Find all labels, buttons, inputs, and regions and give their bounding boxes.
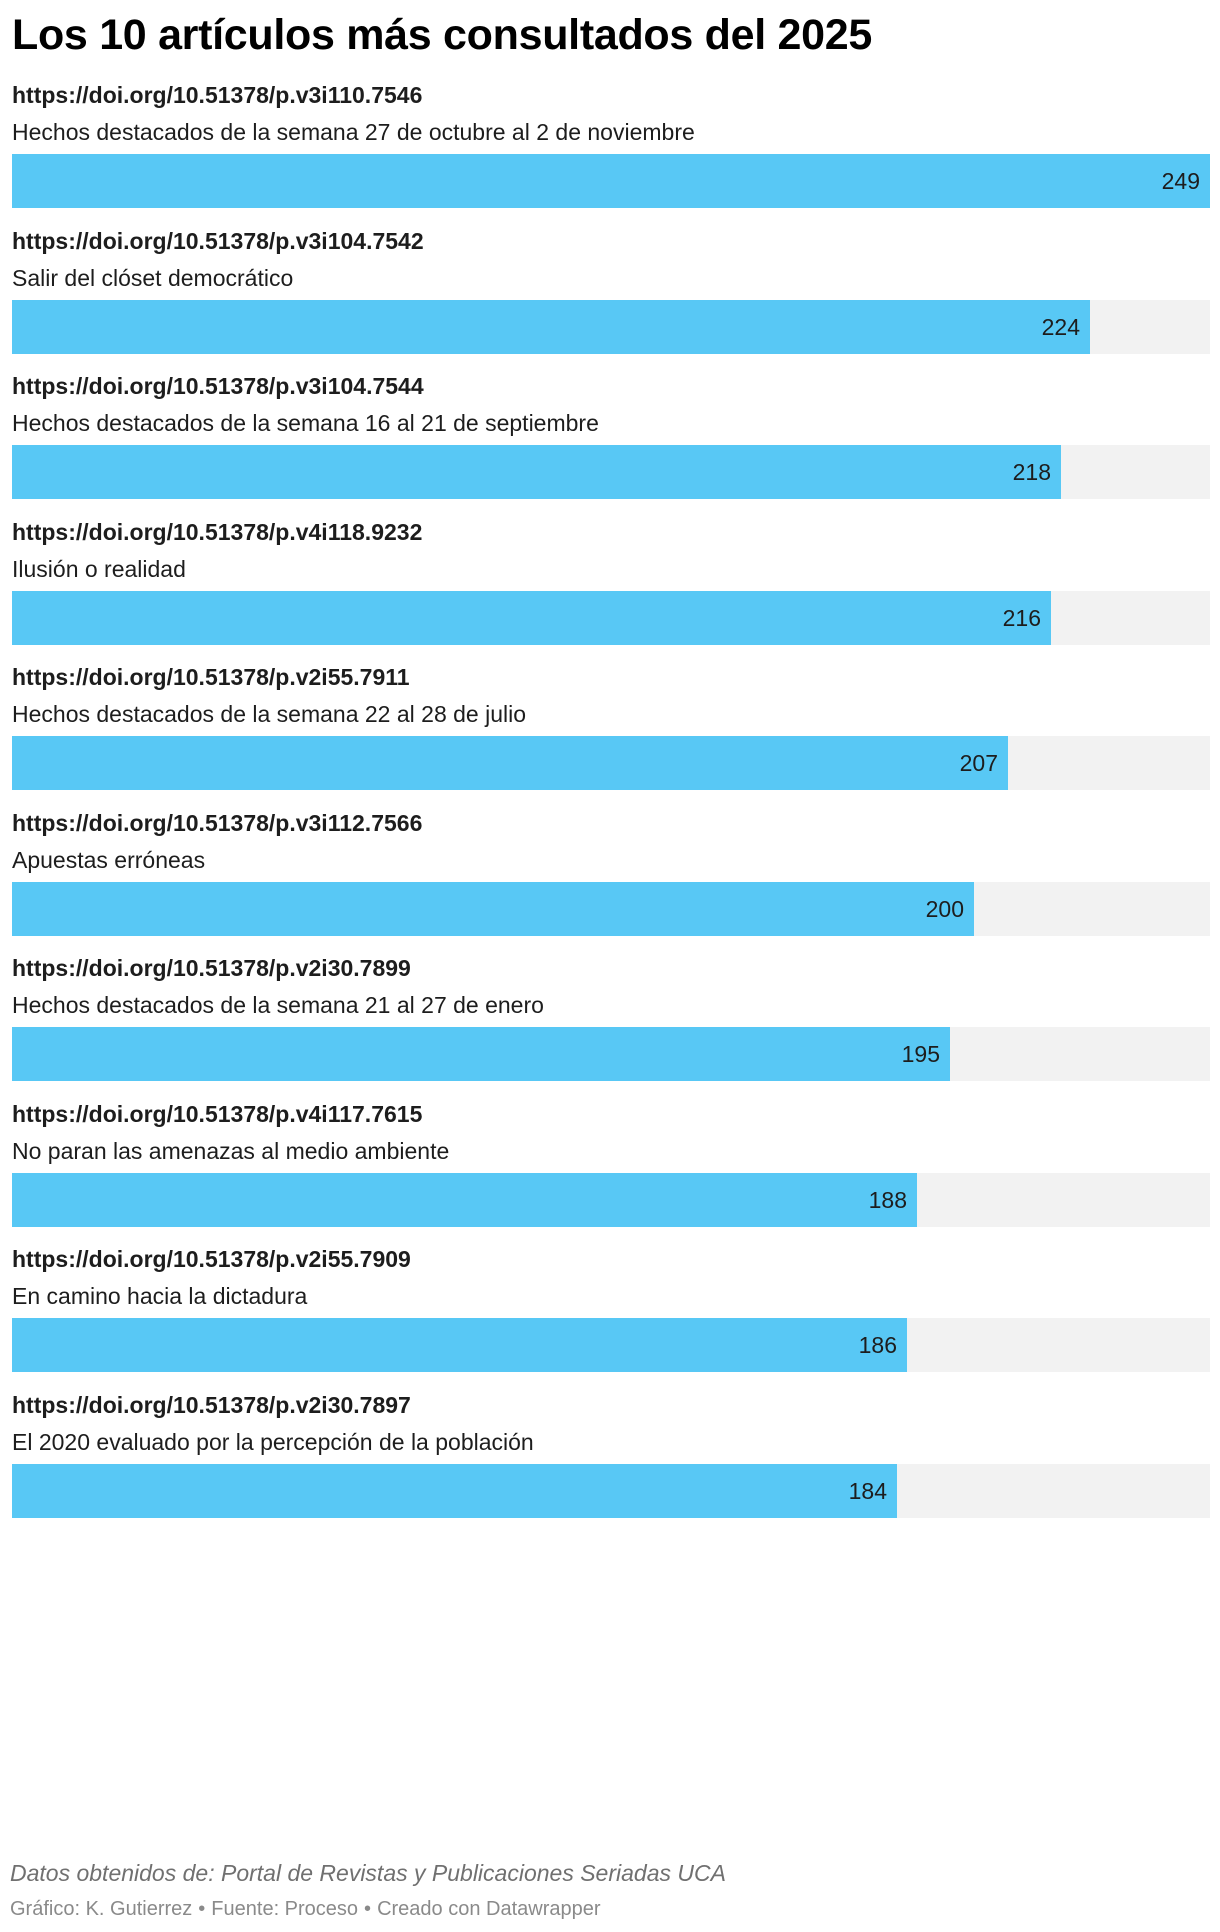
bar-row: https://doi.org/10.51378/p.v4i118.9232 Il… — [12, 517, 1210, 667]
bar: 184 — [12, 1463, 897, 1518]
bar: 218 — [12, 445, 1061, 499]
byline-credit: Creado con Datawrapper — [377, 1898, 601, 1920]
chart-notes: Datos obtenidos de: Portal de Revistas y… — [10, 1860, 726, 1886]
bar-track: 207 — [12, 736, 1210, 790]
bar-value-label: 188 — [868, 1186, 907, 1213]
bar-value-label: 195 — [901, 1041, 940, 1067]
bar-value-label: 216 — [1002, 604, 1041, 631]
bar-category-label: Hechos destacados de la semana 22 al 28 … — [12, 701, 527, 727]
bar-value-label: 218 — [1012, 459, 1051, 485]
bar-doi-label: https://doi.org/10.51378/p.v3i112.7566 — [12, 809, 423, 836]
bar-row: https://doi.org/10.51378/p.v2i55.7911 Hec… — [12, 662, 1210, 812]
bar-category-label: Hechos destacados de la semana 27 de oct… — [12, 119, 695, 145]
bar-row: https://doi.org/10.51378/p.v3i104.7544 He… — [12, 371, 1210, 521]
bar-category-label: Salir del clóset democrático — [12, 264, 294, 291]
bar-value-label: 207 — [959, 750, 998, 776]
bar-category-label: No paran las amenazas al medio ambiente — [12, 1137, 450, 1164]
bar: 224 — [12, 299, 1090, 354]
bar-category-label: Ilusión o realidad — [12, 555, 186, 582]
bar-track: 195 — [12, 1027, 1210, 1081]
bar-doi-label: https://doi.org/10.51378/p.v2i55.7909 — [12, 1246, 411, 1272]
bar-row: https://doi.org/10.51378/p.v3i110.7546 He… — [12, 80, 1210, 230]
bar-row: https://doi.org/10.51378/p.v2i30.7899 Hec… — [12, 953, 1210, 1103]
bar-value-label: 186 — [858, 1332, 897, 1358]
bar-track: 249 — [12, 154, 1210, 208]
bar-category-label: En camino hacia la dictadura — [12, 1283, 308, 1309]
bar-value-label: 224 — [1041, 313, 1080, 340]
byline-source: Fuente: Proceso — [211, 1898, 359, 1920]
byline-author: Gráfico: K. Gutierrez — [10, 1898, 193, 1920]
bar: 207 — [12, 736, 1008, 790]
bar-track: 186 — [12, 1318, 1210, 1372]
chart-title: Los 10 artículos más consultados del 202… — [12, 11, 872, 59]
bar-doi-label: https://doi.org/10.51378/p.v3i104.7542 — [12, 227, 424, 254]
bar-track: 184 — [12, 1463, 1210, 1518]
bar-category-label: Apuestas erróneas — [12, 846, 206, 873]
bar-row: https://doi.org/10.51378/p.v2i30.7897 El … — [12, 1390, 1210, 1540]
bar-row: https://doi.org/10.51378/p.v3i112.7566 Ap… — [12, 808, 1210, 958]
bar-track: 188 — [12, 1172, 1210, 1227]
byline-separator: • — [198, 1898, 206, 1920]
bar-track: 218 — [12, 445, 1210, 499]
bar-value-label: 200 — [925, 895, 964, 922]
bar-doi-label: https://doi.org/10.51378/p.v4i118.9232 — [12, 518, 423, 545]
bar-row: https://doi.org/10.51378/p.v2i55.7909 En … — [12, 1244, 1210, 1394]
bar-row: https://doi.org/10.51378/p.v4i117.7615 No… — [12, 1099, 1210, 1249]
byline-separator: • — [364, 1898, 372, 1920]
bar-doi-label: https://doi.org/10.51378/p.v2i30.7897 — [12, 1391, 411, 1418]
bar: 200 — [12, 881, 974, 936]
bar-category-label: Hechos destacados de la semana 16 al 21 … — [12, 410, 599, 436]
bar-doi-label: https://doi.org/10.51378/p.v2i30.7899 — [12, 955, 411, 981]
bar-row: https://doi.org/10.51378/p.v3i104.7542 Sa… — [12, 226, 1210, 376]
bar-doi-label: https://doi.org/10.51378/p.v3i110.7546 — [12, 82, 423, 108]
bar-doi-label: https://doi.org/10.51378/p.v2i55.7911 — [12, 664, 410, 690]
bar-category-label: El 2020 evaluado por la percepción de la… — [12, 1428, 534, 1455]
bar: 249 — [12, 154, 1210, 208]
bar-category-label: Hechos destacados de la semana 21 al 27 … — [12, 992, 544, 1018]
bar-value-label: 249 — [1161, 168, 1200, 194]
chart-byline: Gráfico: K. Gutierrez • Fuente: Proceso • Cr… — [10, 1896, 601, 1922]
bar: 195 — [12, 1027, 950, 1081]
bar: 188 — [12, 1172, 917, 1227]
bar: 216 — [12, 590, 1051, 645]
bar-value-label: 184 — [848, 1477, 887, 1504]
bar-track: 224 — [12, 299, 1210, 354]
bar-doi-label: https://doi.org/10.51378/p.v4i117.7615 — [12, 1100, 423, 1127]
bar-doi-label: https://doi.org/10.51378/p.v3i104.7544 — [12, 373, 424, 399]
bar-track: 216 — [12, 590, 1210, 645]
bar-track: 200 — [12, 881, 1210, 936]
bar: 186 — [12, 1318, 907, 1372]
